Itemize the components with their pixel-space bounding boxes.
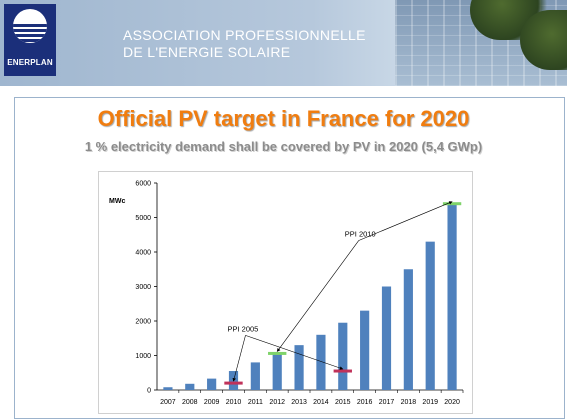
x-tick-label: 2009: [204, 399, 220, 406]
y-tick-label: 0: [147, 388, 151, 395]
bar: [403, 269, 413, 390]
sun-logo-icon: [13, 9, 47, 43]
organization-name-line2: DE L'ENERGIE SOLAIRE: [123, 44, 291, 60]
x-tick-label: 2012: [269, 399, 285, 406]
bar: [338, 322, 348, 390]
slide-subtitle: 1 % electricity demand shall be covered …: [84, 139, 483, 154]
bar: [447, 203, 457, 390]
x-tick-label: 2011: [248, 399, 263, 406]
x-tick-label: 2010: [226, 399, 242, 406]
y-tick-label: 6000: [135, 181, 151, 188]
bar: [360, 310, 370, 390]
pv-target-chart: 0 1000 2000 3000 4000 5000 6000 MWc 2007 2008 2009…: [98, 171, 473, 414]
bar: [272, 353, 282, 390]
annotation-label: PPI 2010: [345, 229, 376, 238]
annotation-arrow: [276, 240, 360, 352]
bar: [163, 387, 173, 390]
annotation-arrow: [358, 201, 453, 241]
bar: [207, 378, 217, 390]
x-tick-label: 2019: [422, 399, 438, 406]
x-tick-label: 2013: [291, 399, 307, 406]
bar: [425, 241, 435, 390]
bar: [185, 383, 195, 390]
chart-canvas: 0 1000 2000 3000 4000 5000 6000 MWc 2007 2008 2009…: [109, 181, 464, 406]
slide-title: Official PV target in France for 2020: [97, 106, 470, 131]
x-tick-label: 2017: [379, 399, 395, 406]
bar: [316, 334, 326, 390]
bar: [294, 345, 304, 390]
x-tick-label: 2007: [160, 399, 176, 406]
x-tick-label: 2014: [313, 399, 329, 406]
organization-name-line1: ASSOCIATION PROFESSIONNELLE: [123, 27, 366, 43]
x-tick-label: 2020: [444, 399, 460, 406]
y-tick-label: 4000: [135, 250, 151, 257]
annotation-label: PPI 2005: [228, 324, 259, 333]
bar: [250, 362, 260, 390]
x-tick-label: 2018: [401, 399, 417, 406]
bar: [381, 286, 392, 390]
logo-text: ENERPLAN: [7, 58, 53, 67]
y-tick-label: 5000: [135, 215, 151, 222]
ppi-marker: [442, 202, 462, 206]
ppi-marker: [224, 381, 243, 385]
y-tick-label: 2000: [135, 319, 151, 326]
enerplan-logo: ENERPLAN: [4, 4, 56, 76]
ppi-marker: [268, 351, 287, 355]
y-tick-label: 1000: [135, 353, 151, 360]
annotation-arrow: [232, 335, 246, 382]
ppi-marker: [333, 369, 352, 373]
tree-foliage: [520, 10, 567, 70]
x-tick-label: 2008: [182, 399, 198, 406]
x-tick-label: 2015: [335, 399, 351, 406]
x-tick-label: 2016: [357, 399, 373, 406]
header-banner: ENERPLAN ASSOCIATION PROFESSIONNELLE DE …: [0, 0, 567, 86]
y-unit-label: MWc: [109, 198, 125, 205]
annotation-arrow: [245, 335, 344, 370]
y-tick-label: 3000: [135, 284, 151, 291]
